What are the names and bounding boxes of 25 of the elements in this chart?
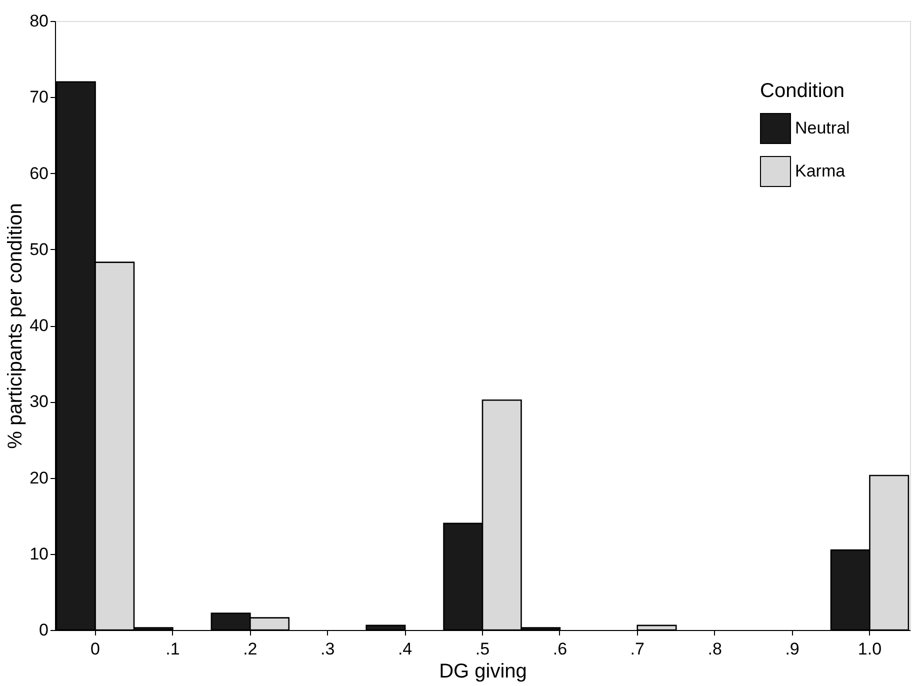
x-tick-label: .2 xyxy=(243,640,258,658)
x-tick-label: .7 xyxy=(630,640,644,658)
y-tick-label: 10 xyxy=(30,544,48,564)
x-tick-label: .5 xyxy=(475,640,490,658)
x-tick-label: .4 xyxy=(398,640,412,658)
x-tick-label: .3 xyxy=(320,640,335,658)
y-tick-label: 20 xyxy=(30,468,48,488)
y-tick-label: 50 xyxy=(30,240,48,259)
y-tick-label: 60 xyxy=(30,164,48,183)
x-tick-label: .1 xyxy=(166,640,180,658)
x-tick-label: 0 xyxy=(90,640,100,658)
legend-title: Condition xyxy=(760,80,845,102)
y-tick-label: 0 xyxy=(39,620,48,640)
x-tick-label: 1.0 xyxy=(858,640,882,658)
x-tick-label: .9 xyxy=(785,640,800,658)
y-tick-label: 80 xyxy=(30,12,48,30)
y-tick-label: 30 xyxy=(30,392,48,412)
y-tick-label: 40 xyxy=(30,316,48,335)
y-tick-label: 70 xyxy=(30,88,48,107)
x-axis-title: DG giving xyxy=(439,660,527,682)
legend-label: Neutral xyxy=(795,118,850,138)
y-axis-title: % participants per condition xyxy=(4,203,27,449)
x-tick-label: .8 xyxy=(708,640,722,658)
legend-label: Karma xyxy=(795,162,846,180)
x-tick-label: .6 xyxy=(552,640,568,658)
